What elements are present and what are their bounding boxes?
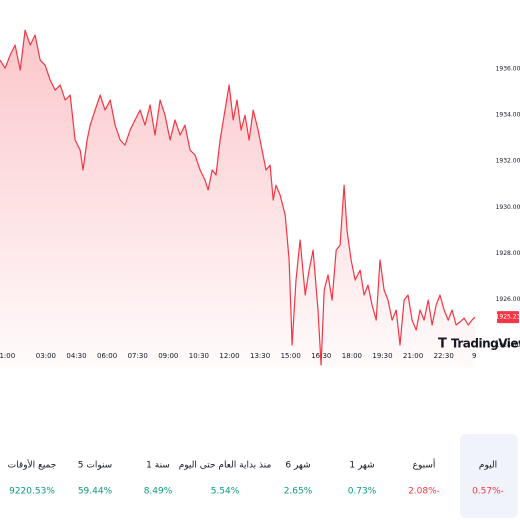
area — [0, 30, 476, 369]
x-tick-label: 22:30 — [434, 352, 454, 360]
y-tick-label: 1924.00 — [496, 342, 520, 349]
period-label: 6 شهر — [285, 461, 310, 471]
period-change: 0.57%- — [472, 487, 504, 497]
selected-period-bg — [460, 434, 518, 518]
period-label: اليوم — [479, 461, 497, 471]
period-label: جميع الأوقات — [8, 459, 57, 471]
x-tick-label: 07:30 — [128, 352, 148, 360]
x-tick-label: 19:30 — [372, 352, 392, 360]
period-change: 8.49% — [144, 487, 173, 497]
y-tick-label: 1930.00 — [496, 204, 520, 211]
last-price-label: 1925.23 — [496, 314, 520, 321]
x-tick-label: 18:00 — [342, 352, 362, 360]
x-tick-label: 06:00 — [97, 352, 117, 360]
period-change: 2.08%- — [408, 487, 440, 497]
x-tick-label: 01:00 — [0, 352, 15, 360]
period-label: 1 سنة — [146, 461, 170, 471]
y-tick-label: 1926.00 — [496, 296, 520, 303]
x-tick-label: 16:30 — [311, 352, 331, 360]
y-tick-label: 1928.00 — [496, 250, 520, 257]
x-tick-label: 15:00 — [281, 352, 301, 360]
period-change: 9220.53% — [9, 487, 55, 497]
period-change: 0.73% — [348, 487, 377, 497]
y-tick-label: 1932.00 — [496, 158, 520, 165]
period-label: منذ بداية العام حتى اليوم — [179, 461, 272, 471]
x-tick-label: 21:00 — [403, 352, 423, 360]
x-tick-label: 13:30 — [250, 352, 270, 360]
last-price-box — [497, 311, 519, 324]
x-tick-label: 09:00 — [158, 352, 178, 360]
y-tick-label: 1934.00 — [496, 112, 520, 119]
x-tick-label: 03:00 — [36, 352, 56, 360]
x-tick-label: 10:30 — [189, 352, 209, 360]
x-tick-label: 04:30 — [66, 352, 86, 360]
period-change: 59.44% — [78, 487, 113, 497]
period-label: 5 سنوات — [78, 461, 112, 471]
y-tick-label: 1936.00 — [496, 66, 520, 73]
period-label: أسبوع — [413, 459, 436, 471]
period-change: 2.65% — [284, 487, 313, 497]
price-line — [0, 29, 476, 366]
x-tick-label: 9 — [472, 352, 476, 360]
period-label: 1 شهر — [349, 461, 374, 471]
x-tick-label: 12:00 — [219, 352, 239, 360]
period-change: 5.54% — [211, 487, 240, 497]
